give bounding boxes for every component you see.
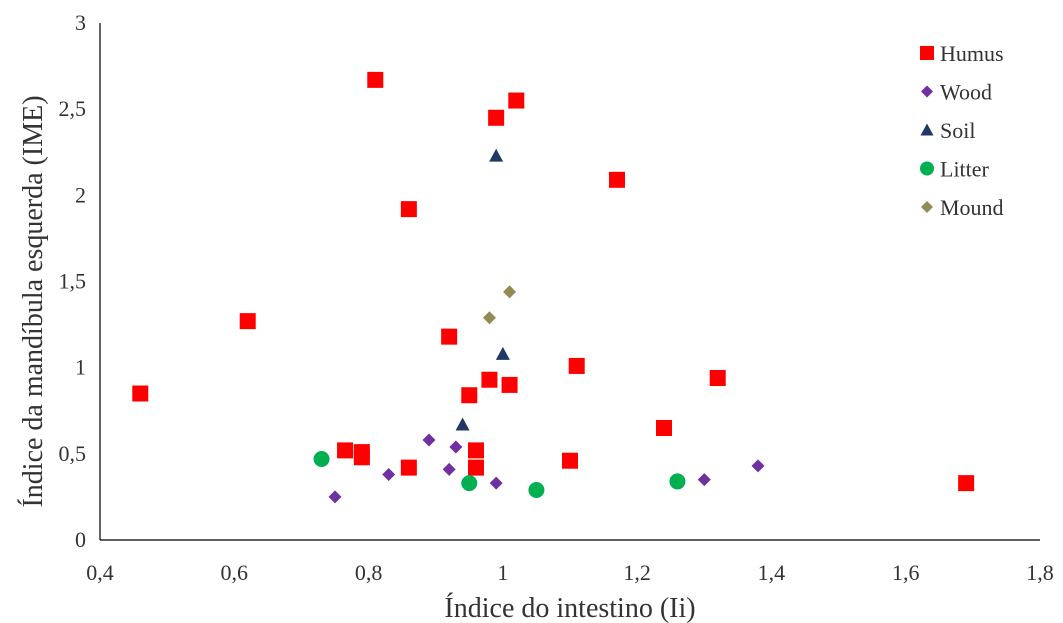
axes <box>99 23 1040 541</box>
legend-mound-marker <box>921 201 933 213</box>
wood-point <box>328 490 342 504</box>
x-tick-label: 1,8 <box>1026 560 1054 585</box>
x-tick-label: 0,6 <box>221 560 249 585</box>
data-points <box>132 71 975 504</box>
wood-point <box>422 433 436 447</box>
humus-point <box>441 328 458 345</box>
x-tick-label: 1,2 <box>623 560 651 585</box>
y-tick-label: 0 <box>75 527 86 552</box>
x-tick-label: 1,4 <box>758 560 786 585</box>
y-tick-label: 2,5 <box>59 96 87 121</box>
humus-point <box>488 109 505 126</box>
y-axis-title: Índice da mandíbula esquerda (IME) <box>18 95 49 507</box>
humus-point <box>468 442 484 459</box>
y-tick-labels: 0 0,5 1 1,5 2 2,5 3 <box>59 10 87 552</box>
legend-soil-label: Soil <box>940 118 975 143</box>
humus-point <box>508 92 525 109</box>
humus-point <box>353 444 370 461</box>
humus-point <box>709 370 726 387</box>
wood-point <box>489 476 503 490</box>
humus-point <box>400 201 417 218</box>
legend-soil-marker <box>920 123 934 136</box>
y-tick-label: 3 <box>75 10 86 35</box>
legend-humus-label: Humus <box>940 41 1004 66</box>
mound-point <box>503 285 517 299</box>
y-tick-label: 0,5 <box>59 441 87 466</box>
humus-point <box>562 452 578 469</box>
soil-point <box>495 346 510 360</box>
wood-point <box>449 440 463 454</box>
y-tick-label: 1 <box>75 355 86 380</box>
wood-point <box>751 459 765 473</box>
humus-point <box>400 459 417 476</box>
mound-point <box>482 311 496 325</box>
humus-point <box>568 357 585 374</box>
wood-point <box>382 468 396 482</box>
litter-point <box>313 451 330 468</box>
legend-wood-marker <box>921 85 933 98</box>
litter-point <box>461 475 478 492</box>
humus-point <box>239 313 256 330</box>
humus-point <box>958 475 975 492</box>
wood-point <box>442 462 456 476</box>
x-tick-label: 0,4 <box>86 560 114 585</box>
soil-point <box>489 148 504 162</box>
humus-point <box>468 459 484 476</box>
legend-mound-label: Mound <box>940 195 1004 220</box>
humus-point <box>367 71 384 88</box>
litter-point <box>528 482 545 499</box>
x-tick-label: 1 <box>497 560 508 585</box>
x-tick-label: 1,6 <box>892 560 920 585</box>
humus-point <box>337 442 354 459</box>
humus-point <box>132 385 149 402</box>
humus-point <box>501 376 518 393</box>
x-tick-labels: 0,4 0,6 0,8 1 1,2 1,4 1,6 1,8 <box>86 560 1054 585</box>
x-axis-title: Índice do intestino (Ii) <box>444 593 695 623</box>
soil-point <box>455 417 470 431</box>
legend-humus-marker <box>920 46 934 60</box>
y-tick-label: 2 <box>75 182 86 207</box>
humus-point <box>461 387 478 404</box>
x-tick-label: 0,8 <box>355 560 383 585</box>
legend-litter-marker <box>920 161 934 176</box>
legend: Humus Wood Soil Litter Mound <box>920 41 1004 220</box>
humus-point <box>481 371 498 388</box>
legend-wood-label: Wood <box>940 80 992 105</box>
wood-point <box>697 473 711 487</box>
litter-point <box>669 473 686 490</box>
legend-litter-label: Litter <box>940 157 990 182</box>
humus-point <box>609 171 625 188</box>
humus-point <box>656 419 672 436</box>
y-tick-label: 1,5 <box>59 269 87 294</box>
